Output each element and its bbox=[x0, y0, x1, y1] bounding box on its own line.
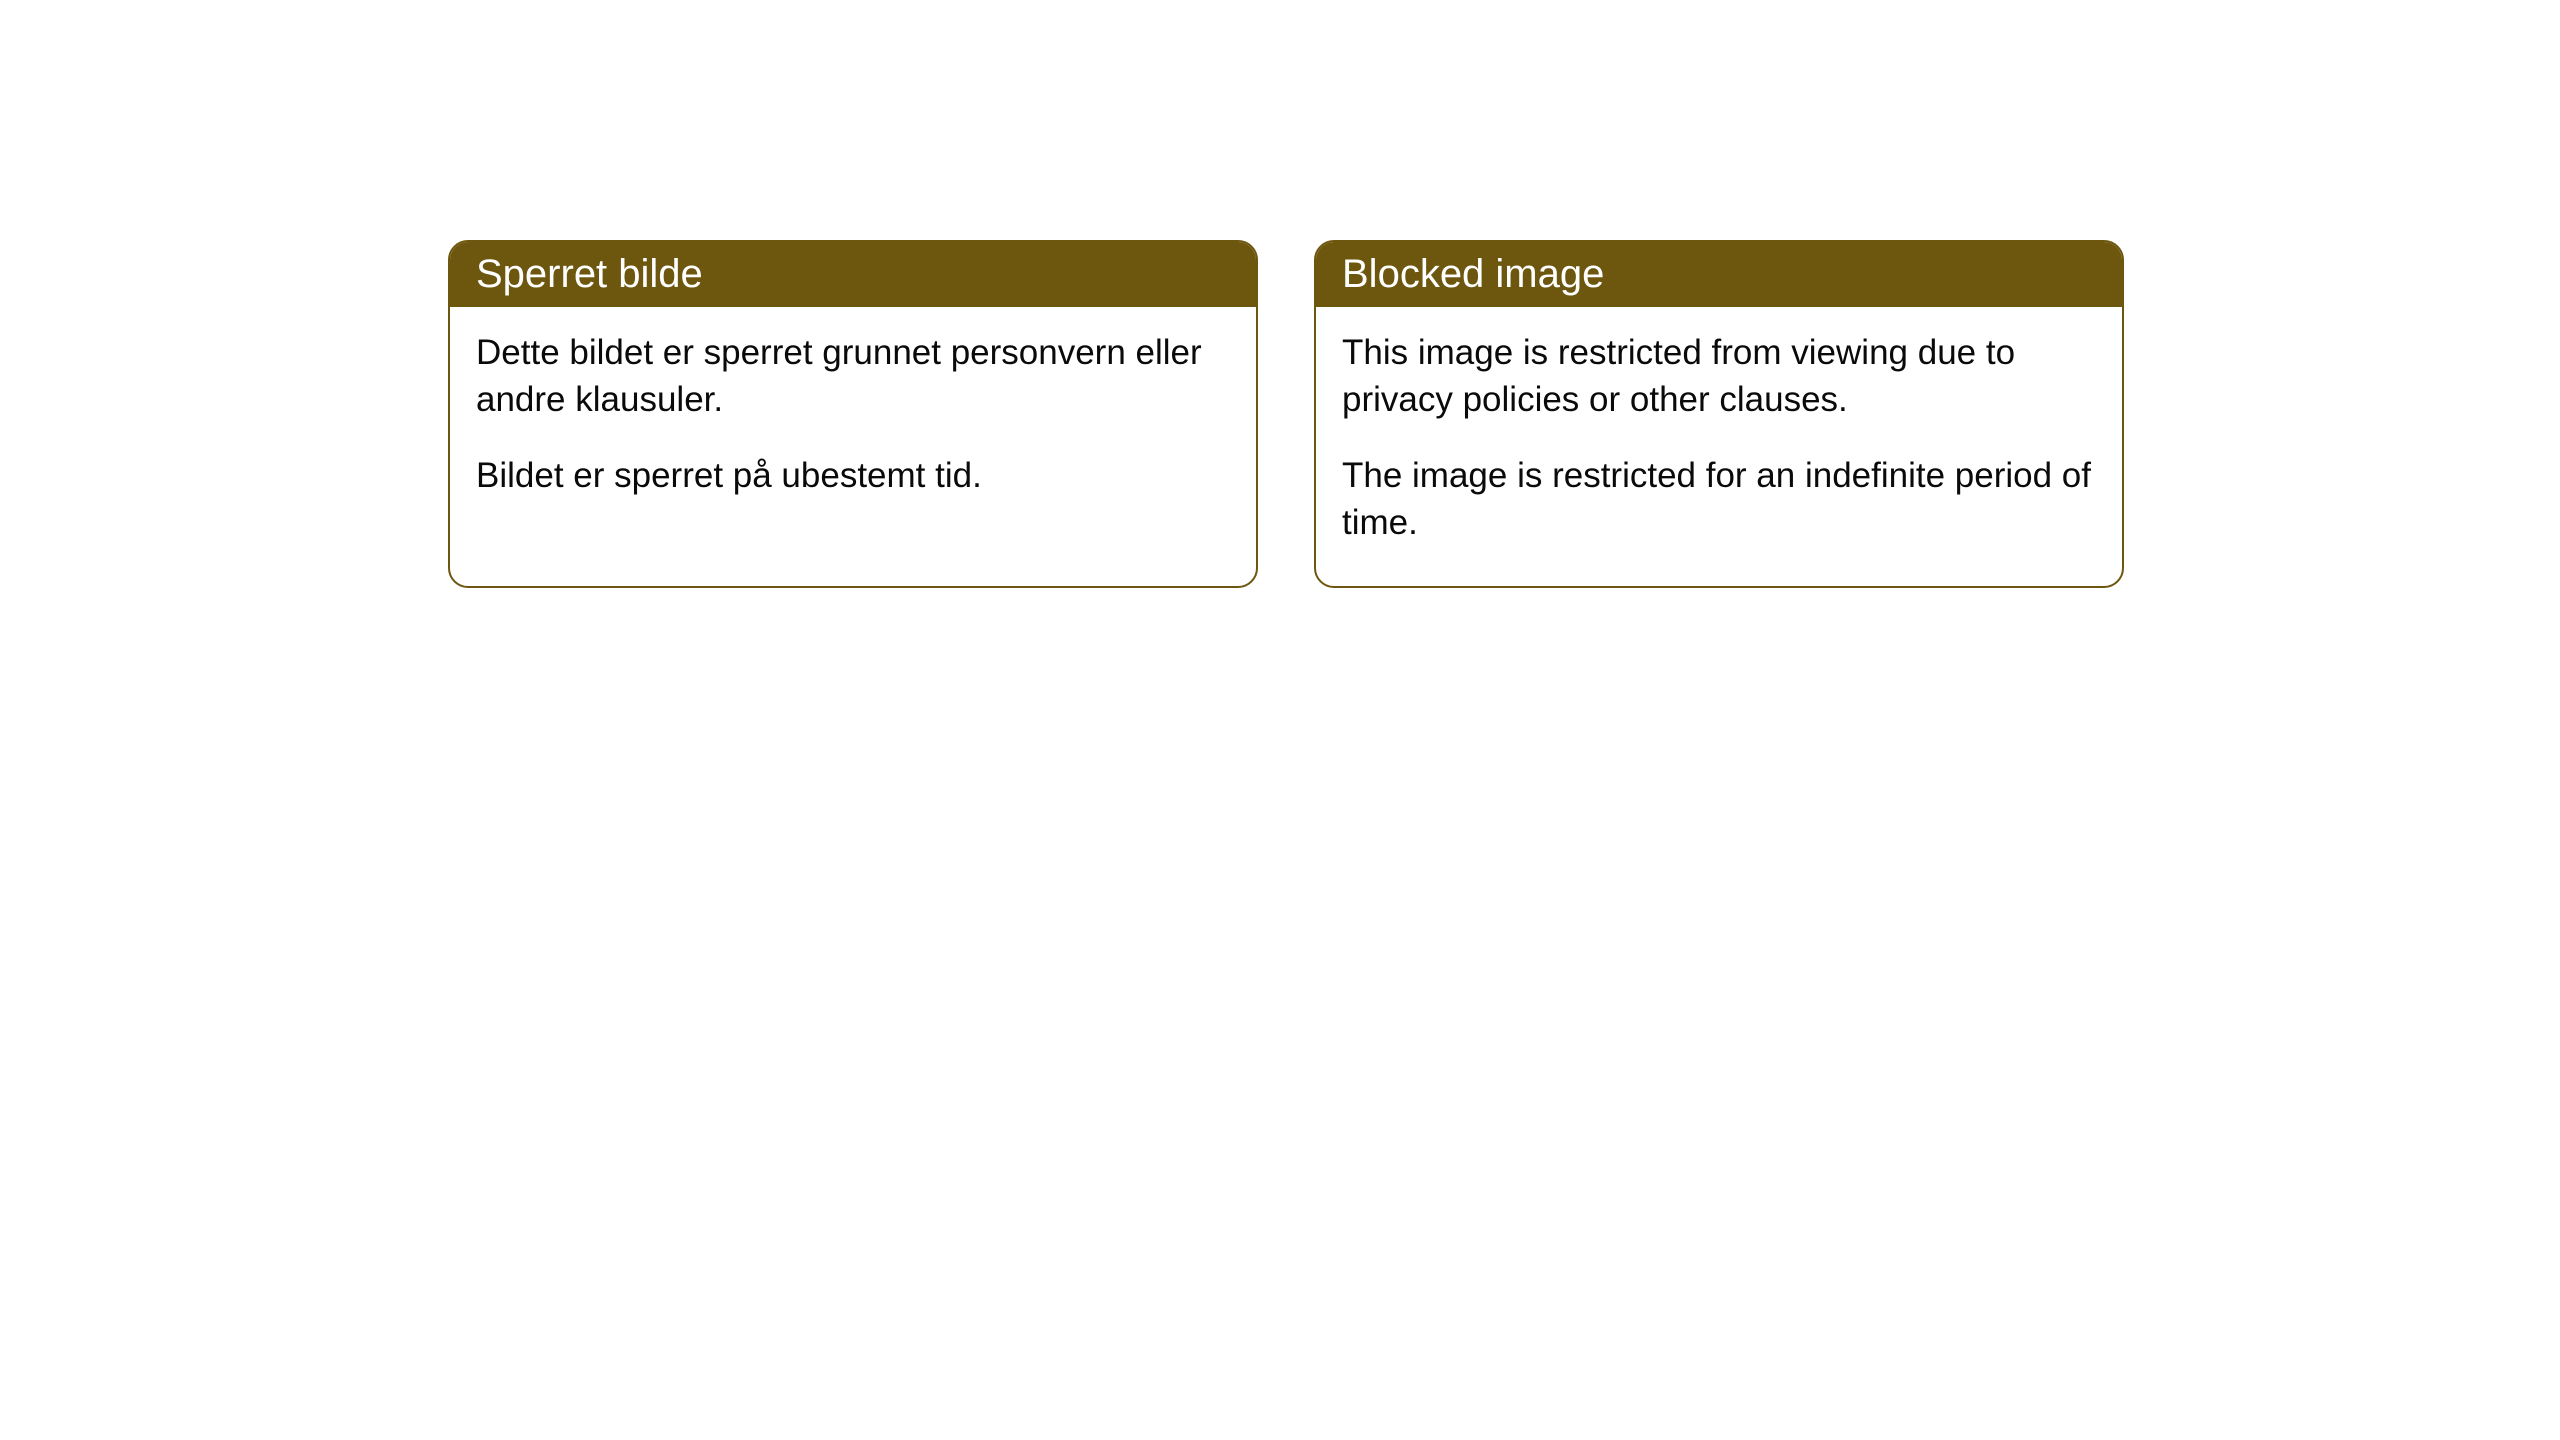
card-header-norwegian: Sperret bilde bbox=[450, 242, 1256, 307]
card-body-norwegian: Dette bildet er sperret grunnet personve… bbox=[450, 307, 1256, 539]
notice-paragraph-1-norwegian: Dette bildet er sperret grunnet personve… bbox=[476, 329, 1230, 424]
notice-paragraph-1-english: This image is restricted from viewing du… bbox=[1342, 329, 2096, 424]
notice-paragraph-2-english: The image is restricted for an indefinit… bbox=[1342, 452, 2096, 547]
blocked-image-card-english: Blocked image This image is restricted f… bbox=[1314, 240, 2124, 588]
notice-cards-container: Sperret bilde Dette bildet er sperret gr… bbox=[448, 240, 2124, 588]
blocked-image-card-norwegian: Sperret bilde Dette bildet er sperret gr… bbox=[448, 240, 1258, 588]
notice-paragraph-2-norwegian: Bildet er sperret på ubestemt tid. bbox=[476, 452, 1230, 499]
card-header-english: Blocked image bbox=[1316, 242, 2122, 307]
card-body-english: This image is restricted from viewing du… bbox=[1316, 307, 2122, 586]
